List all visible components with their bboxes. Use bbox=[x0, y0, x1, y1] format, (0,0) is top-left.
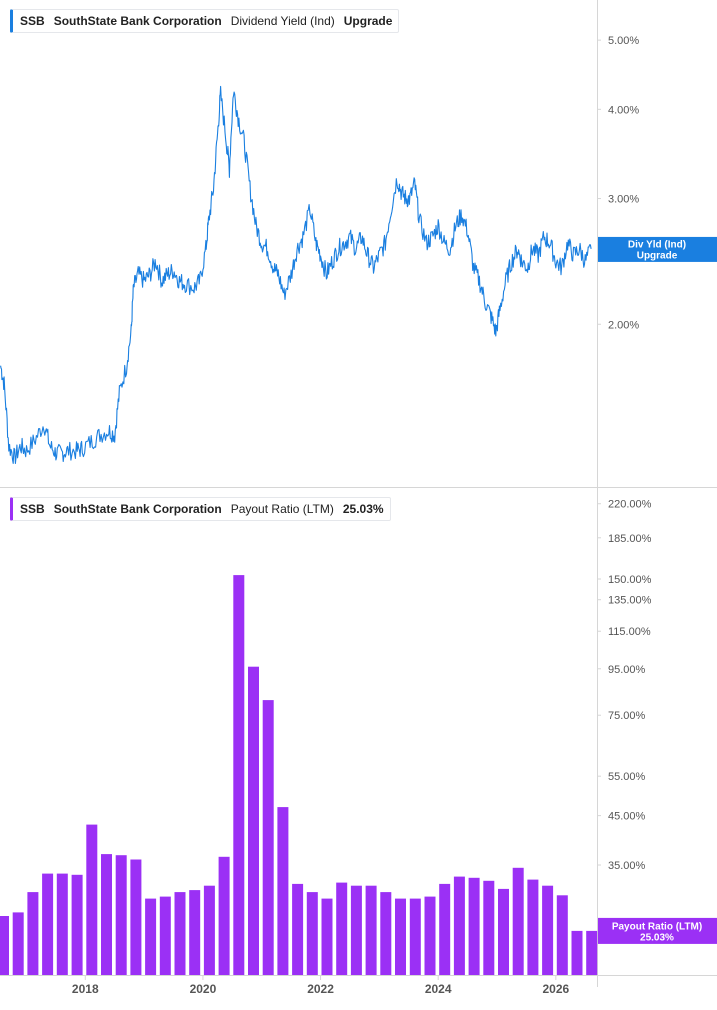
y-tick-label: 185.00% bbox=[608, 533, 652, 545]
payout-bar bbox=[586, 930, 598, 975]
x-tick-label: 2024 bbox=[425, 982, 452, 996]
payout-bar bbox=[101, 854, 112, 975]
payout-bar bbox=[468, 877, 480, 975]
payout-bar bbox=[395, 898, 406, 975]
payout-bar bbox=[498, 888, 509, 975]
y-tick-label: 3.00% bbox=[608, 194, 639, 206]
payout-bar bbox=[233, 575, 245, 975]
payout-bar bbox=[115, 855, 127, 975]
payout-bar bbox=[439, 883, 451, 975]
badge-background bbox=[598, 917, 717, 944]
x-tick-label: 2018 bbox=[72, 982, 99, 996]
payout-bar bbox=[542, 885, 554, 975]
badge-series-name: Div Yld (Ind) bbox=[628, 239, 686, 250]
payout-bar bbox=[277, 807, 289, 975]
badge-series-name: Payout Ratio (LTM) bbox=[612, 921, 702, 932]
y-tick-label: 55.00% bbox=[608, 771, 646, 783]
payout-bar bbox=[248, 666, 259, 975]
payout-bar bbox=[556, 895, 568, 975]
y-tick-label: 150.00% bbox=[608, 574, 652, 586]
upgrade-link[interactable]: Upgrade bbox=[343, 14, 393, 28]
payout-bar bbox=[0, 916, 9, 975]
metric-value: 25.03% bbox=[342, 502, 384, 516]
y-tick-label: 220.00% bbox=[608, 499, 652, 511]
ticker-label: SSB bbox=[20, 14, 45, 28]
payout-bar bbox=[527, 879, 539, 975]
payout-bar bbox=[42, 873, 54, 975]
badge-background bbox=[598, 236, 717, 262]
payout-bar bbox=[409, 898, 421, 975]
dividend-yield-plot bbox=[0, 85, 592, 465]
metric-label: Dividend Yield (Ind) bbox=[230, 14, 335, 28]
payout-bar bbox=[71, 874, 83, 975]
payout-ratio-badge: Payout Ratio (LTM)25.03% bbox=[598, 917, 717, 944]
axes-layer bbox=[0, 0, 717, 987]
y-tick-label: 2.00% bbox=[608, 319, 639, 331]
payout-bar bbox=[189, 890, 201, 975]
payout-bar bbox=[424, 896, 436, 975]
payout-bar bbox=[292, 883, 304, 975]
payout-bar bbox=[56, 873, 68, 975]
metric-label: Payout Ratio (LTM) bbox=[230, 502, 334, 516]
payout-ratio-legend: SSB SouthState Bank Corporation Payout R… bbox=[10, 497, 391, 521]
x-tick-label: 2026 bbox=[542, 982, 569, 996]
payout-bar bbox=[306, 892, 318, 975]
company-label: SouthState Bank Corporation bbox=[53, 502, 222, 516]
x-tick-label: 2020 bbox=[190, 982, 217, 996]
payout-bar bbox=[380, 892, 392, 975]
payout-bar bbox=[321, 898, 333, 975]
payout-bar bbox=[336, 882, 348, 975]
y-tick-label: 75.00% bbox=[608, 710, 646, 722]
y-tick-label: 5.00% bbox=[608, 35, 639, 47]
payout-bar bbox=[145, 898, 157, 975]
y-tick-label: 4.00% bbox=[608, 104, 639, 116]
dividend-yield-legend: SSB SouthState Bank Corporation Dividend… bbox=[10, 9, 400, 33]
y-tick-label: 35.00% bbox=[608, 860, 646, 872]
payout-bar bbox=[203, 885, 215, 975]
payout-bar bbox=[159, 896, 171, 975]
payout-bar bbox=[483, 880, 495, 975]
payout-bar bbox=[27, 892, 39, 975]
payout-bar bbox=[453, 876, 465, 975]
payout-bar bbox=[174, 892, 186, 975]
payout-bar bbox=[350, 885, 362, 975]
payout-bar bbox=[130, 859, 142, 975]
payout-bar bbox=[365, 885, 377, 975]
payout-bar bbox=[571, 930, 583, 975]
payout-bar bbox=[86, 824, 98, 975]
x-tick-label: 2022 bbox=[307, 982, 334, 996]
dividend-yield-line bbox=[0, 85, 592, 465]
payout-bar bbox=[218, 856, 230, 975]
tick-labels: 5.00% 4.00% 3.00% 2.00% Div Yld (Ind)Upgrade… bbox=[72, 35, 717, 996]
y-tick-label: 115.00% bbox=[608, 626, 651, 638]
dividend-yield-badge: Div Yld (Ind)Upgrade bbox=[598, 236, 717, 262]
badge-value: Upgrade bbox=[637, 250, 678, 261]
payout-bar bbox=[12, 912, 24, 975]
y-tick-label: 95.00% bbox=[608, 664, 646, 676]
payout-bar bbox=[512, 867, 524, 975]
y-tick-label: 135.00% bbox=[608, 595, 652, 607]
company-label: SouthState Bank Corporation bbox=[53, 14, 222, 28]
payout-ratio-plot bbox=[0, 575, 598, 975]
payout-bar bbox=[262, 700, 274, 975]
ticker-label: SSB bbox=[20, 502, 45, 516]
y-tick-label: 45.00% bbox=[608, 811, 646, 823]
badge-value: 25.03% bbox=[640, 932, 674, 943]
